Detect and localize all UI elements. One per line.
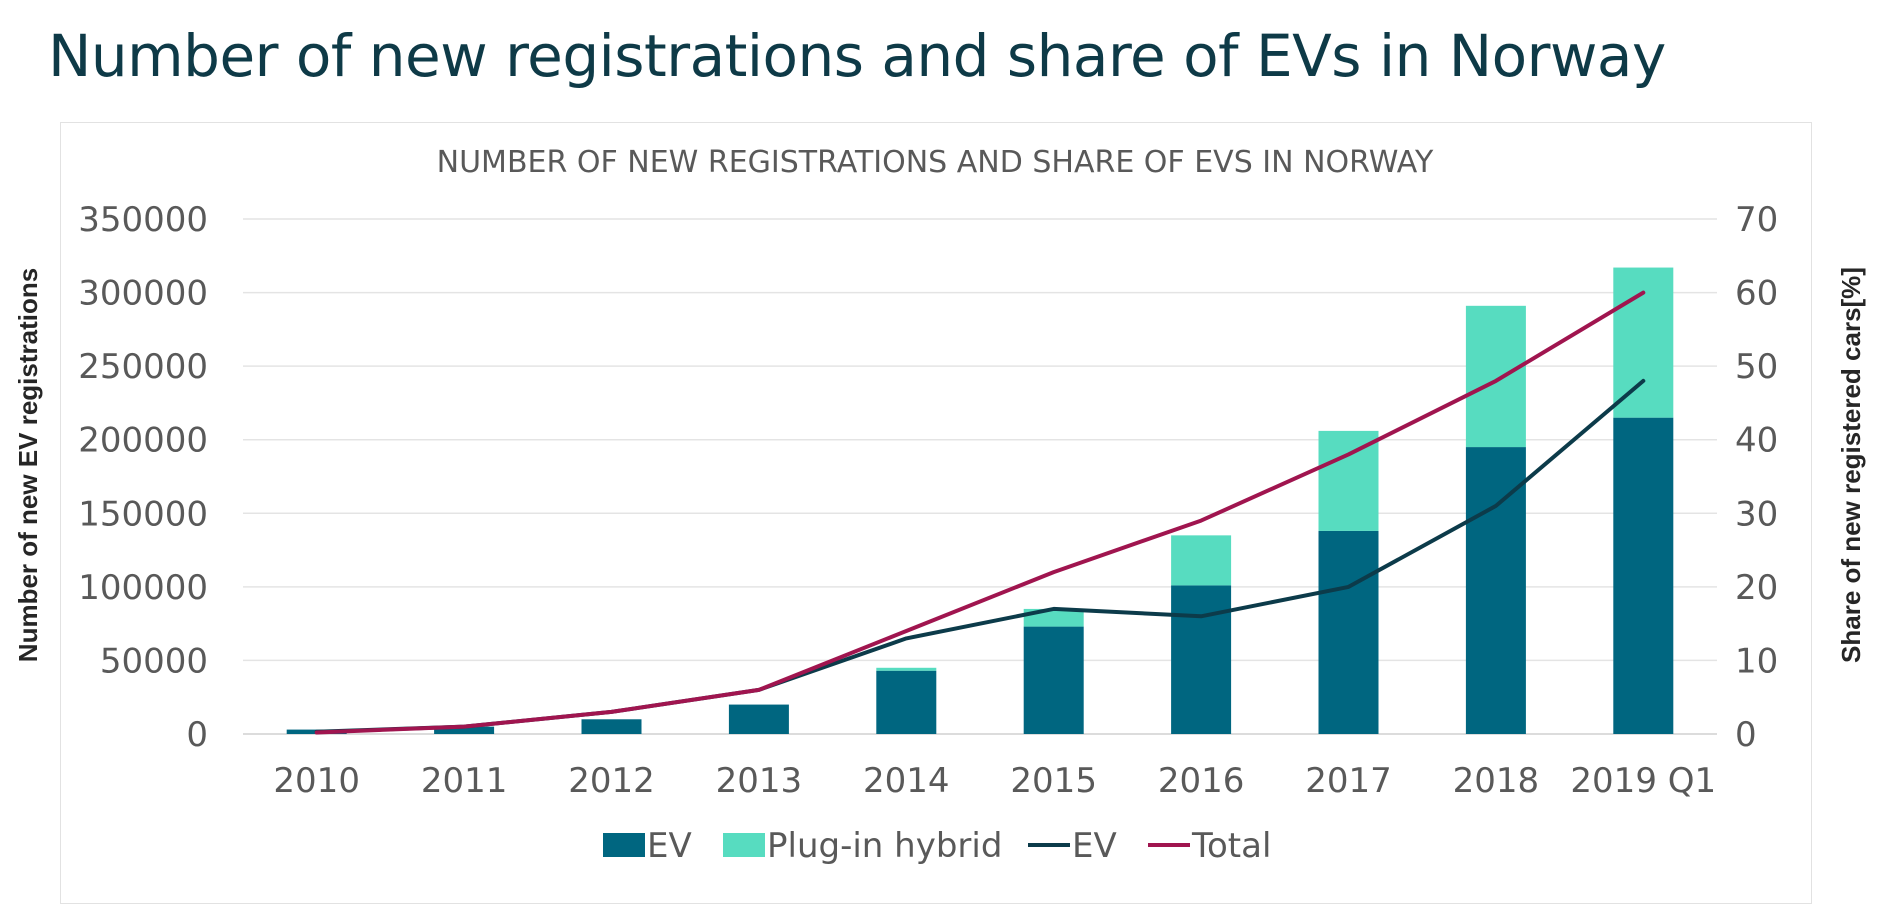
y-tick-label: 250000: [78, 347, 208, 387]
x-tick-label: 2017: [1305, 761, 1392, 801]
x-tick-label: 2012: [568, 761, 655, 801]
x-tick-label: 2015: [1010, 761, 1097, 801]
legend-swatch-plug-in-hybrid: [723, 833, 765, 857]
y-tick-label: 200000: [78, 421, 208, 461]
tick-labels: 0 50000 100000 150000 200000 250000 300000 3500…: [78, 200, 1778, 801]
bar-ev: [434, 726, 495, 734]
y-tick-label: 350000: [78, 200, 208, 240]
bar-plug-in-hybrid: [1465, 305, 1526, 448]
y-axis-title: Number of new EV registrations: [13, 268, 43, 662]
bar-plug-in-hybrid: [1318, 430, 1379, 531]
y2-axis-title: Share of new registered cars[%]: [1836, 267, 1866, 663]
bar-series-group: [286, 267, 1674, 734]
line-series-group: [314, 290, 1646, 735]
bar-plug-in-hybrid: [1171, 535, 1232, 586]
line-ev: [314, 378, 1646, 734]
y-tick-label: 100000: [78, 568, 208, 608]
bar-plug-in-hybrid: [1613, 267, 1674, 418]
bar-ev: [1465, 447, 1526, 734]
x-tick-label: 2010: [273, 761, 360, 801]
y2-tick-label: 70: [1735, 200, 1778, 240]
bar-ev: [876, 670, 937, 734]
x-tick-label: 2014: [863, 761, 950, 801]
x-tick-label: 2011: [421, 761, 508, 801]
legend: EV Plug-in hybrid EV Total: [603, 826, 1271, 866]
legend-swatch-ev: [603, 833, 645, 857]
bar-ev: [581, 719, 642, 734]
chart-title: NUMBER OF NEW REGISTRATIONS AND SHARE OF…: [437, 145, 1434, 180]
legend-label-ev: EV: [647, 826, 692, 866]
legend-label-total: Total: [1191, 826, 1271, 866]
y2-tick-label: 10: [1735, 641, 1778, 681]
bar-ev: [1318, 530, 1379, 734]
y-tick-label: 300000: [78, 274, 208, 314]
x-tick-label: 2013: [716, 761, 803, 801]
y2-tick-label: 20: [1735, 568, 1778, 608]
legend-label-ev: EV: [1072, 826, 1117, 866]
x-tick-label: 2019 Q1: [1570, 761, 1716, 801]
chart-svg: 0 50000 100000 150000 200000 250000 300000 3500…: [13, 145, 1866, 866]
y2-tick-label: 50: [1735, 347, 1778, 387]
y2-tick-label: 0: [1735, 715, 1757, 755]
y-tick-label: 0: [186, 715, 208, 755]
y2-tick-label: 30: [1735, 494, 1778, 534]
bar-ev: [1613, 417, 1674, 734]
line-total: [314, 290, 1646, 735]
y2-tick-label: 40: [1735, 421, 1778, 461]
legend-label-plug-in-hybrid: Plug-in hybrid: [767, 826, 1002, 866]
x-tick-label: 2016: [1158, 761, 1245, 801]
bar-ev: [1171, 585, 1232, 734]
y-tick-label: 150000: [78, 494, 208, 534]
y2-tick-label: 60: [1735, 274, 1778, 314]
bar-ev: [728, 704, 789, 734]
page-title: Number of new registrations and share of…: [48, 22, 1666, 90]
bar-plug-in-hybrid: [876, 667, 937, 671]
y-tick-label: 50000: [100, 641, 208, 681]
x-tick-label: 2018: [1453, 761, 1540, 801]
bar-ev: [1023, 626, 1084, 734]
